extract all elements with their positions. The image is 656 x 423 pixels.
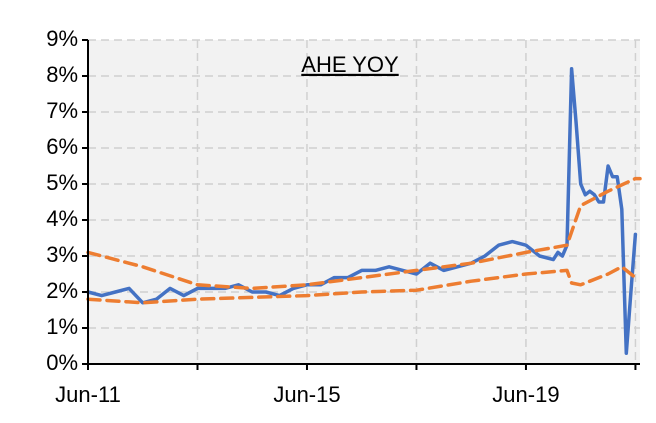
y-tick-label: 5% [46,170,78,195]
y-tick-label: 9% [46,26,78,51]
y-tick-label: 7% [46,98,78,123]
series-line [86,176,642,291]
y-tick-label: 0% [46,350,78,375]
y-tick-label: 8% [46,62,78,87]
chart-title: AHE YOY [301,52,399,77]
lines [86,67,642,355]
x-tick-label: Jun-15 [273,382,340,407]
y-tick-label: 6% [46,134,78,159]
y-tick-label: 4% [46,206,78,231]
plot-area [88,40,640,364]
y-tick-label: 3% [46,242,78,267]
series-line [86,67,638,355]
series-line [86,265,638,305]
x-tick-label: Jun-19 [492,382,559,407]
y-tick-label: 2% [46,278,78,303]
y-tick-label: 1% [46,314,78,339]
x-tick-label: Jun-11 [55,382,121,407]
